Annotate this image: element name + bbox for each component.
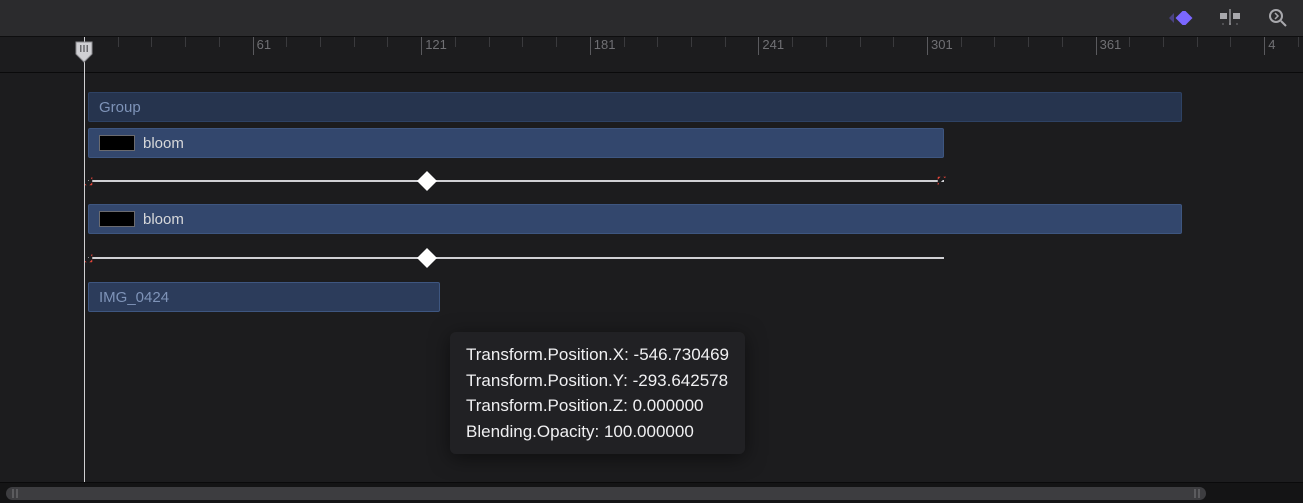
ruler-minor-tick [1028,37,1029,47]
ruler-minor-tick [691,37,692,47]
keyframe-tooltip: Transform.Position.X: -546.730469Transfo… [450,332,745,454]
ruler-minor-tick [1230,37,1231,47]
ruler-minor-tick [1163,37,1164,47]
keyframe-diamond[interactable] [417,171,437,191]
tooltip-line: Transform.Position.Z: 0.000000 [466,393,729,419]
keyframe-nav-icon[interactable] [1169,5,1195,31]
ruler-minor-tick [624,37,625,47]
keyframe-diamond[interactable] [417,248,437,268]
ruler-label: 181 [594,37,616,52]
clip-thumbnail [99,135,135,151]
ruler-minor-tick [151,37,152,47]
ruler-label: 61 [257,37,271,52]
scrollbar-grip [16,489,18,498]
snap-icon[interactable] [1217,5,1243,31]
keyframe-track-line[interactable] [88,257,944,259]
ruler-minor-tick [1197,37,1198,47]
timeline-ruler[interactable]: 61 121 181 241 301 361 4 [0,37,1303,73]
ruler-minor-tick [792,37,793,47]
ruler-minor-tick [961,37,962,47]
ruler-minor-tick [826,37,827,47]
group-bar[interactable]: Group [88,92,1182,122]
tooltip-line: Transform.Position.X: -546.730469 [466,342,729,368]
scrollbar-grip [1194,489,1196,498]
horizontal-scrollbar[interactable] [0,482,1303,503]
ruler-minor-tick [455,37,456,47]
scrollbar-grip [12,489,14,498]
ruler-minor-tick [657,37,658,47]
clip-bar-label: bloom [143,211,184,228]
ruler-minor-tick [118,37,119,47]
ruler-minor-tick [994,37,995,47]
tooltip-line: Blending.Opacity: 100.000000 [466,419,729,445]
ruler-minor-tick [354,37,355,47]
ruler-minor-tick [1298,37,1299,47]
ruler-label: 301 [931,37,953,52]
clip-bar[interactable]: bloom [88,128,944,158]
scrollbar-grip [1198,489,1200,498]
scrollbar-thumb[interactable] [6,487,1206,500]
timeline-window: 61 121 181 241 301 361 4 Group bloom bloom IMG_04… [0,0,1303,503]
ruler-minor-tick [185,37,186,47]
clip-bar-label: IMG_0424 [99,289,169,306]
clip-bar[interactable]: bloom [88,204,1182,234]
ruler-minor-tick [387,37,388,47]
ruler-minor-tick [725,37,726,47]
timeline-titlebar [0,0,1303,37]
ruler-minor-tick [556,37,557,47]
keyframe-track-line[interactable] [88,180,944,182]
ruler-minor-tick [1129,37,1130,47]
ruler-minor-tick [320,37,321,47]
group-bar-label: Group [99,99,141,116]
zoom-icon[interactable] [1265,5,1291,31]
ruler-minor-tick [522,37,523,47]
ruler-label: 361 [1100,37,1122,52]
ruler-label: 241 [762,37,784,52]
playhead-line[interactable] [84,37,85,482]
clip-bar-label: bloom [143,135,184,152]
ruler-minor-tick [860,37,861,47]
clip-thumbnail [99,211,135,227]
ruler-label: 4 [1268,37,1275,52]
ruler-minor-tick [489,37,490,47]
playhead-marker-icon[interactable] [74,40,94,64]
ruler-label: 121 [425,37,447,52]
ruler-minor-tick [1062,37,1063,47]
tooltip-line: Transform.Position.Y: -293.642578 [466,368,729,394]
ruler-minor-tick [286,37,287,47]
clip-bar[interactable]: IMG_0424 [88,282,440,312]
ruler-minor-tick [219,37,220,47]
ruler-minor-tick [893,37,894,47]
